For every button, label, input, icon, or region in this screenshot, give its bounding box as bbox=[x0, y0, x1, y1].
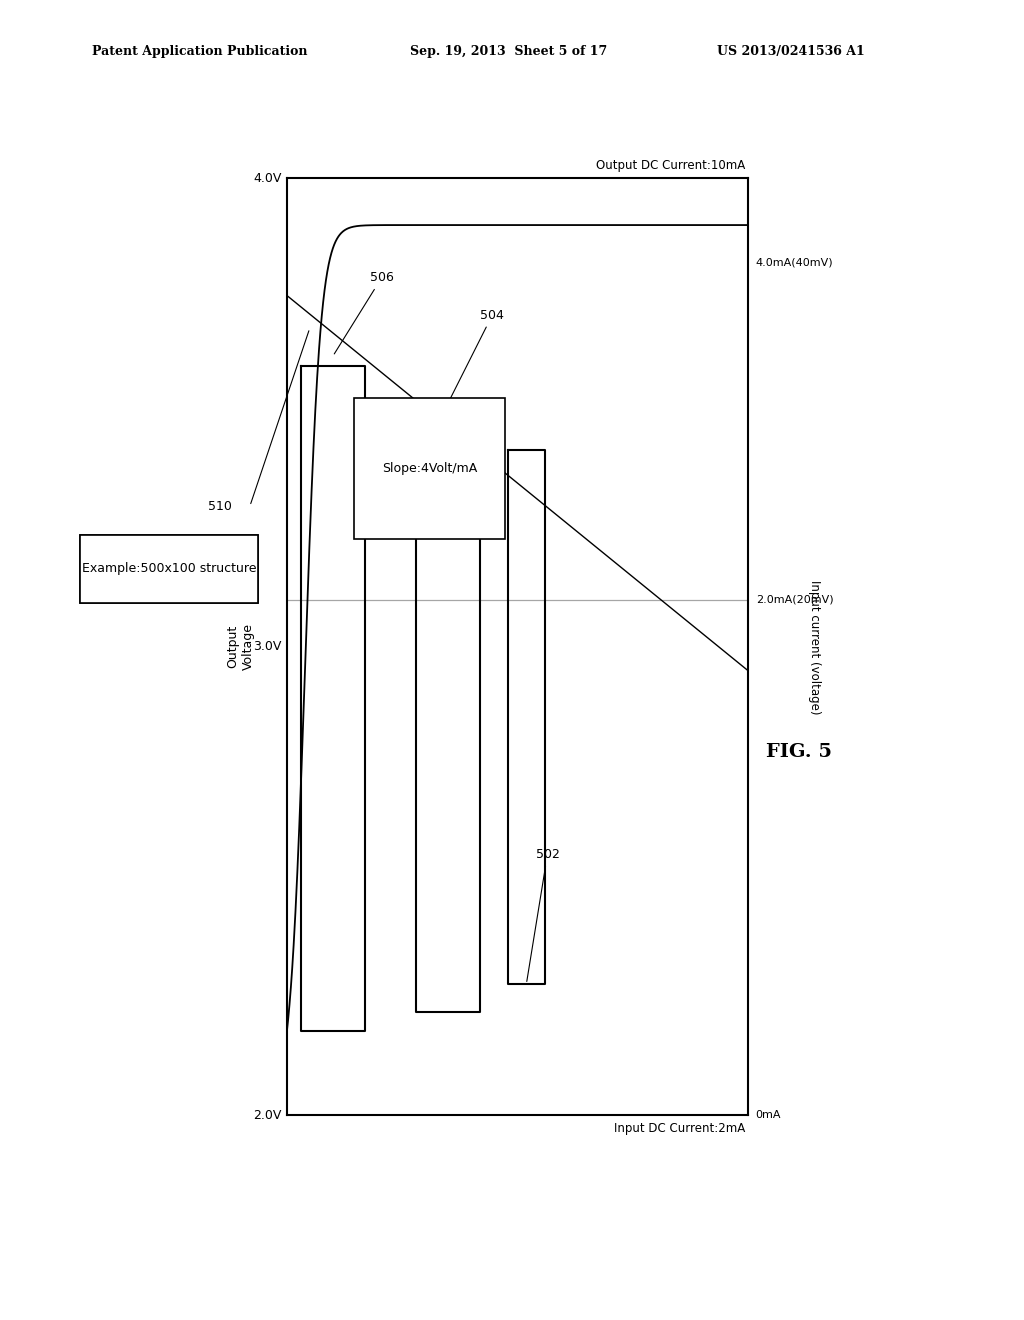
Text: Example:500x100 structure: Example:500x100 structure bbox=[82, 562, 256, 576]
Text: 506: 506 bbox=[334, 272, 393, 354]
Text: FIG. 5: FIG. 5 bbox=[766, 743, 831, 762]
Text: Output
Voltage: Output Voltage bbox=[226, 623, 255, 671]
Text: 504: 504 bbox=[450, 309, 504, 401]
Text: 4.0V: 4.0V bbox=[253, 172, 282, 185]
Text: Input current (voltage): Input current (voltage) bbox=[808, 579, 820, 714]
Text: 502: 502 bbox=[526, 847, 559, 982]
FancyBboxPatch shape bbox=[354, 399, 505, 539]
Text: Input DC Current:2mA: Input DC Current:2mA bbox=[614, 1122, 745, 1135]
Text: Sep. 19, 2013  Sheet 5 of 17: Sep. 19, 2013 Sheet 5 of 17 bbox=[410, 45, 607, 58]
Text: Output DC Current:10mA: Output DC Current:10mA bbox=[596, 158, 745, 172]
Text: 3.0V: 3.0V bbox=[253, 640, 282, 653]
Text: Patent Application Publication: Patent Application Publication bbox=[92, 45, 307, 58]
Text: 2.0mA(20mV): 2.0mA(20mV) bbox=[756, 595, 834, 605]
Text: 510: 510 bbox=[208, 500, 232, 512]
Text: 2.0V: 2.0V bbox=[253, 1109, 282, 1122]
Text: US 2013/0241536 A1: US 2013/0241536 A1 bbox=[717, 45, 864, 58]
Text: Slope:4Volt/mA: Slope:4Volt/mA bbox=[382, 462, 477, 475]
Text: 0mA: 0mA bbox=[756, 1110, 781, 1121]
Text: 4.0mA(40mV): 4.0mA(40mV) bbox=[756, 257, 834, 268]
FancyBboxPatch shape bbox=[80, 535, 258, 603]
